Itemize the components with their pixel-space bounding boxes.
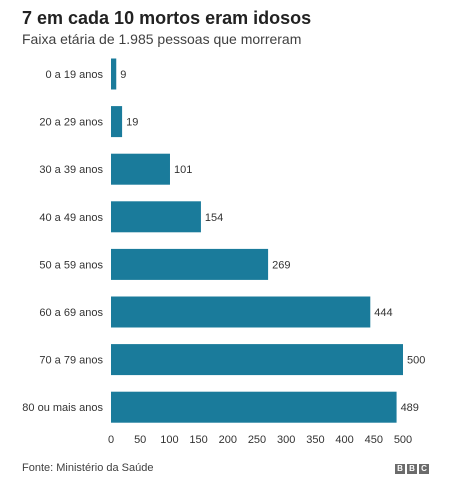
x-tick-label: 350: [306, 434, 324, 446]
value-labels-layer: 9 19 101 154 269 444 500 489: [120, 69, 425, 414]
chart-title: 7 em cada 10 mortos eram idosos: [22, 8, 312, 28]
chart-subtitle: Faixa etária de 1.985 pessoas que morrer…: [22, 31, 302, 47]
bar: [111, 248, 269, 280]
value-label: 101: [174, 164, 192, 176]
x-tick-label: 0: [108, 434, 114, 446]
category-label: 30 a 39 anos: [39, 164, 103, 176]
category-label: 80 ou mais anos: [22, 402, 103, 414]
bar: [111, 296, 371, 328]
x-tick-label: 100: [160, 434, 178, 446]
category-labels-layer: 0 a 19 anos 20 a 29 anos 30 a 39 anos 40 a …: [22, 69, 103, 414]
value-label: 489: [401, 402, 419, 414]
value-label: 444: [374, 307, 392, 319]
bar: [111, 106, 123, 138]
x-tick-label: 250: [248, 434, 266, 446]
bar: [111, 391, 397, 423]
x-tick-label: 400: [335, 434, 353, 446]
bar: [111, 344, 403, 376]
x-tick-label: 50: [134, 434, 146, 446]
source-note: Fonte: Ministério da Saúde: [22, 462, 154, 474]
value-label: 9: [120, 69, 126, 81]
x-tick-label: 300: [277, 434, 295, 446]
category-label: 0 a 19 anos: [46, 69, 104, 81]
category-label: 20 a 29 anos: [39, 117, 103, 129]
x-tick-label: 200: [219, 434, 237, 446]
bbc-logo-letter: C: [419, 464, 429, 474]
bar: [111, 201, 201, 233]
category-label: 50 a 59 anos: [39, 259, 103, 271]
value-label: 500: [407, 355, 425, 367]
value-label: 154: [205, 212, 223, 224]
category-label: 70 a 79 anos: [39, 355, 103, 367]
value-label: 269: [272, 259, 290, 271]
bbc-logo: B B C: [395, 464, 429, 474]
bbc-logo-letter: B: [395, 464, 405, 474]
value-label: 19: [126, 117, 138, 129]
x-tick-label: 450: [365, 434, 383, 446]
x-tick-label: 150: [189, 434, 207, 446]
x-axis-ticks-layer: 0 50 100 150 200 250 300 350 400 450 500: [108, 434, 412, 446]
x-tick-label: 500: [394, 434, 412, 446]
category-label: 40 a 49 anos: [39, 212, 103, 224]
bar: [111, 58, 117, 90]
bbc-logo-letter: B: [407, 464, 417, 474]
bars-layer: [111, 58, 403, 423]
bar: [111, 153, 170, 185]
category-label: 60 a 69 anos: [39, 307, 103, 319]
